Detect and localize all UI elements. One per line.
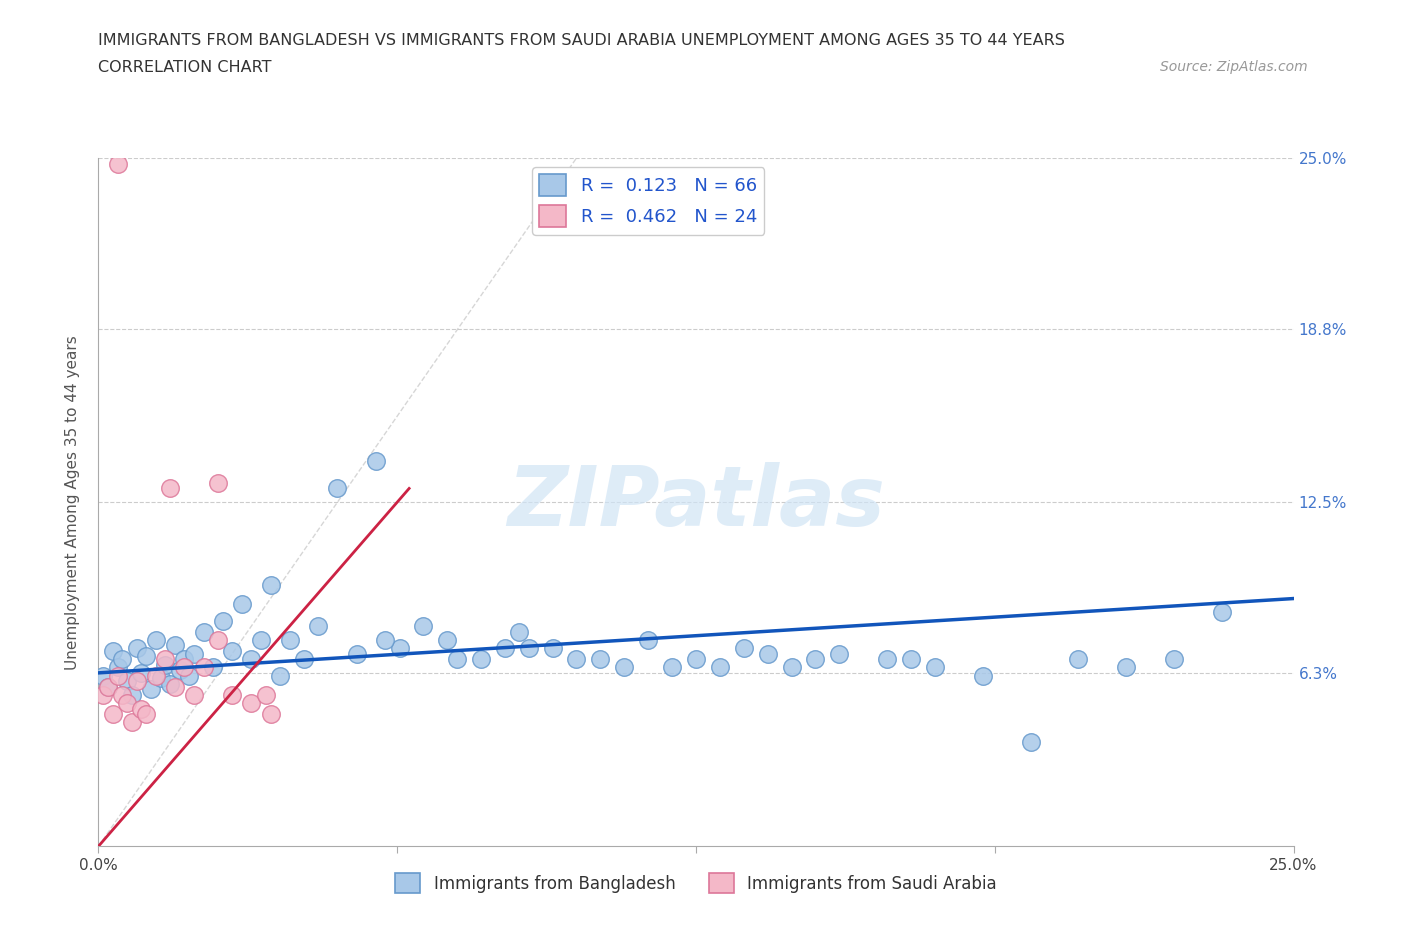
Point	[1019, 735, 1042, 750]
Point	[804, 652, 827, 667]
Point	[125, 641, 148, 656]
Point	[139, 682, 162, 697]
Point	[183, 646, 205, 661]
Point	[828, 646, 851, 661]
Point	[346, 646, 368, 661]
Point	[436, 632, 458, 647]
Point	[159, 481, 181, 496]
Point	[494, 641, 516, 656]
Point	[207, 632, 229, 647]
Point	[1067, 652, 1090, 667]
Point	[364, 454, 387, 469]
Point	[661, 660, 683, 675]
Point	[240, 696, 263, 711]
Point	[446, 652, 468, 667]
Point	[292, 652, 315, 667]
Point	[972, 668, 994, 683]
Point	[163, 638, 186, 653]
Point	[173, 660, 195, 675]
Point	[278, 632, 301, 647]
Legend: Immigrants from Bangladesh, Immigrants from Saudi Arabia: Immigrants from Bangladesh, Immigrants f…	[388, 866, 1004, 900]
Point	[211, 613, 233, 628]
Point	[202, 660, 225, 675]
Point	[159, 676, 181, 691]
Point	[388, 641, 411, 656]
Point	[508, 624, 530, 639]
Point	[326, 481, 349, 496]
Point	[131, 666, 153, 681]
Text: Source: ZipAtlas.com: Source: ZipAtlas.com	[1160, 60, 1308, 74]
Point	[121, 715, 143, 730]
Point	[231, 597, 253, 612]
Point	[1211, 604, 1233, 619]
Point	[709, 660, 731, 675]
Point	[259, 707, 281, 722]
Point	[269, 668, 291, 683]
Point	[637, 632, 659, 647]
Point	[193, 660, 215, 675]
Text: CORRELATION CHART: CORRELATION CHART	[98, 60, 271, 75]
Point	[155, 652, 177, 667]
Point	[685, 652, 707, 667]
Point	[307, 618, 329, 633]
Point	[115, 673, 138, 688]
Point	[254, 687, 277, 702]
Point	[115, 696, 138, 711]
Point	[107, 156, 129, 171]
Point	[101, 707, 124, 722]
Point	[163, 679, 186, 694]
Point	[1115, 660, 1137, 675]
Point	[135, 649, 157, 664]
Point	[111, 687, 134, 702]
Point	[240, 652, 263, 667]
Point	[107, 668, 129, 683]
Point	[101, 644, 124, 658]
Point	[517, 641, 540, 656]
Point	[121, 687, 143, 702]
Point	[412, 618, 434, 633]
Point	[250, 632, 273, 647]
Y-axis label: Unemployment Among Ages 35 to 44 years: Unemployment Among Ages 35 to 44 years	[65, 335, 80, 670]
Point	[221, 687, 243, 702]
Point	[155, 658, 177, 672]
Point	[1163, 652, 1185, 667]
Point	[565, 652, 588, 667]
Point	[876, 652, 898, 667]
Point	[259, 578, 281, 592]
Point	[145, 632, 167, 647]
Point	[169, 663, 191, 678]
Point	[207, 475, 229, 490]
Point	[145, 668, 167, 683]
Point	[374, 632, 396, 647]
Point	[900, 652, 922, 667]
Point	[589, 652, 612, 667]
Point	[193, 624, 215, 639]
Point	[91, 668, 114, 683]
Point	[125, 673, 148, 688]
Point	[756, 646, 779, 661]
Point	[924, 660, 946, 675]
Point	[183, 687, 205, 702]
Point	[613, 660, 636, 675]
Point	[470, 652, 492, 667]
Point	[173, 652, 195, 667]
Point	[107, 660, 129, 675]
Point	[733, 641, 755, 656]
Point	[97, 679, 120, 694]
Point	[91, 687, 114, 702]
Point	[541, 641, 564, 656]
Point	[97, 679, 120, 694]
Point	[221, 644, 243, 658]
Point	[780, 660, 803, 675]
Text: IMMIGRANTS FROM BANGLADESH VS IMMIGRANTS FROM SAUDI ARABIA UNEMPLOYMENT AMONG AG: IMMIGRANTS FROM BANGLADESH VS IMMIGRANTS…	[98, 33, 1066, 47]
Point	[149, 671, 172, 685]
Point	[135, 707, 157, 722]
Text: ZIPatlas: ZIPatlas	[508, 461, 884, 543]
Point	[179, 668, 201, 683]
Point	[131, 701, 153, 716]
Point	[111, 652, 134, 667]
